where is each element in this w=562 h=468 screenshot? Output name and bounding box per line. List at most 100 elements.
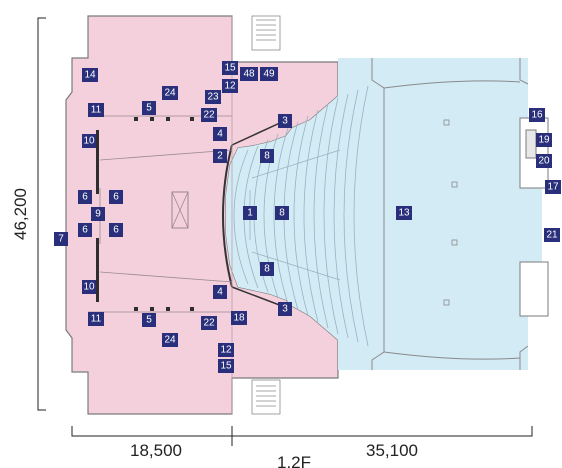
svg-text:1: 1 [247,208,253,219]
svg-text:3: 3 [282,304,288,315]
svg-text:15: 15 [220,361,232,372]
svg-text:5: 5 [146,103,152,114]
room-tag-12-bottom: 12 [218,343,234,357]
proscenium [222,144,233,288]
svg-text:23: 23 [207,92,219,103]
room-tag-8-bottom: 8 [260,262,274,276]
svg-text:19: 19 [538,135,550,146]
room-tag-14: 14 [82,68,98,82]
dim-width-left: 18,500 [130,441,182,460]
room-tag-5-bottom: 5 [142,313,156,327]
svg-text:3: 3 [282,116,288,127]
svg-text:17: 17 [547,182,559,193]
room-tag-20: 20 [536,154,552,168]
room-tag-6-a: 6 [78,190,92,204]
svg-text:24: 24 [164,88,176,99]
room-tag-4-top: 4 [213,127,227,141]
svg-text:18: 18 [233,313,245,324]
room-tag-15-top: 15 [222,61,238,75]
room-tag-5-top: 5 [142,101,156,115]
room-tag-8-mid: 8 [275,206,289,220]
svg-text:11: 11 [91,314,102,325]
svg-text:21: 21 [546,230,558,241]
room-tag-6-b: 6 [109,190,123,204]
proscenium-edge-top [231,121,283,146]
svg-text:4: 4 [217,129,223,140]
batten-left-lower [96,238,99,302]
stair-bottom [251,379,281,415]
svg-text:13: 13 [398,208,410,219]
room-tag-1: 1 [243,206,257,220]
svg-text:6: 6 [113,192,119,203]
svg-text:6: 6 [82,192,88,203]
floor-label: 1,2F [277,453,311,468]
room-tag-22-top: 22 [201,108,217,122]
svg-text:9: 9 [95,209,101,220]
stage-center-cross-b [171,191,189,229]
svg-text:7: 7 [58,234,64,245]
svg-text:48: 48 [243,69,255,80]
room-tag-11-bottom: 11 [88,312,104,326]
room-tag-24-top: 24 [162,86,178,100]
stage-markers [134,117,194,311]
room-tag-16: 16 [529,108,545,122]
svg-text:10: 10 [83,136,95,147]
svg-text:12: 12 [220,345,232,356]
svg-text:11: 11 [91,105,102,116]
room-tag-23: 23 [205,90,221,104]
proscenium-edge-bottom [231,286,283,307]
svg-text:8: 8 [279,208,285,219]
room-tag-19: 19 [536,133,552,147]
room-tag-13: 13 [396,206,412,220]
auditorium-walls [371,58,529,370]
svg-text:4: 4 [217,287,223,298]
room-tag-6-d: 6 [109,223,123,237]
svg-text:8: 8 [264,264,270,275]
room-tag-9: 9 [91,207,105,221]
room-tag-15-bottom: 15 [218,359,234,373]
svg-text:2: 2 [217,151,223,162]
stair-top [251,15,281,51]
svg-text:20: 20 [538,156,550,167]
room-tag-3-top: 3 [278,114,292,128]
room-tag-10-bottom: 10 [82,280,96,294]
room-tag-4-bottom: 4 [213,285,227,299]
room-tag-22-bottom: 22 [201,316,217,330]
room-tag-17: 17 [545,180,561,194]
svg-text:5: 5 [146,315,152,326]
svg-text:8: 8 [264,151,270,162]
svg-text:22: 22 [203,110,215,121]
room-tag-3-bottom: 3 [278,302,292,316]
svg-text:22: 22 [203,318,215,329]
room-tag-48: 48 [240,67,258,81]
room-tag-49: 49 [260,67,278,81]
room-tag-18: 18 [231,311,247,325]
dimension-lines [37,17,533,446]
stage-center-box [171,191,189,229]
svg-text:12: 12 [224,81,236,92]
room-tag-11-top: 11 [88,103,104,117]
svg-text:6: 6 [82,225,88,236]
room-tag-8-top: 8 [260,149,274,163]
svg-text:15: 15 [224,63,236,74]
right-rooms [519,117,549,317]
auditorium-markers [443,119,458,306]
svg-text:10: 10 [83,282,95,293]
svg-text:49: 49 [263,69,275,80]
room-tag-6-c: 6 [78,223,92,237]
room-tag-7: 7 [54,232,68,246]
svg-text:24: 24 [164,335,176,346]
room-tag-21: 21 [544,228,560,242]
dim-height: 46,200 [11,188,30,240]
room-tag-10-top: 10 [82,134,96,148]
balcony-line [383,80,521,360]
room-tag-2: 2 [213,149,227,163]
svg-text:14: 14 [84,70,96,81]
dim-width-right: 35,100 [366,441,418,460]
batten-left-upper [96,130,99,194]
svg-text:16: 16 [531,110,543,121]
room-tag-24-bottom: 24 [162,333,178,347]
svg-text:6: 6 [113,225,119,236]
room-tag-12-top: 12 [222,79,238,93]
